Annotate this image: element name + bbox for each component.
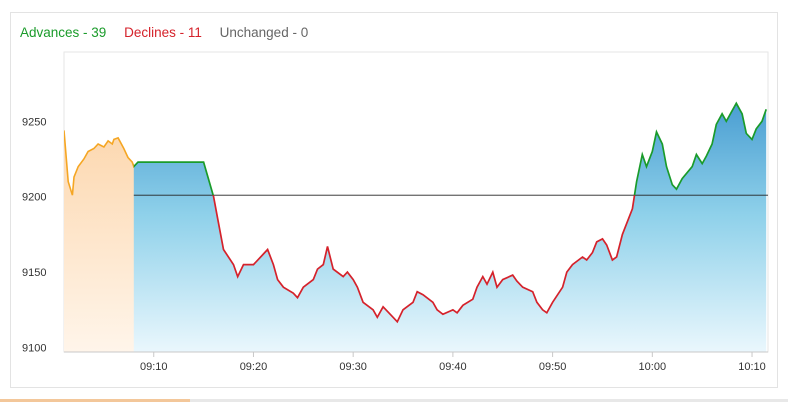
legend-unchanged: Unchanged - 0 xyxy=(219,25,309,40)
y-tick-label: 9250 xyxy=(22,116,46,128)
series-line-above xyxy=(133,101,768,196)
y-tick-label: 9200 xyxy=(22,192,46,204)
x-tick-label: 09:30 xyxy=(339,361,367,373)
x-tick-label: 09:10 xyxy=(140,361,168,373)
bottom-scroll-thumb xyxy=(0,399,190,402)
chart-legend: Advances - 39 Declines - 11 Unchanged - … xyxy=(20,25,322,40)
x-tick-label: 10:00 xyxy=(639,361,667,373)
series-line-below xyxy=(212,195,636,324)
y-tick-label: 9100 xyxy=(22,342,46,354)
session-area xyxy=(133,103,767,352)
preopen-area xyxy=(64,130,135,352)
x-tick-label: 09:40 xyxy=(439,361,467,373)
x-tick-label: 09:50 xyxy=(539,361,567,373)
x-tick-label: 10:10 xyxy=(738,361,766,373)
legend-advances: Advances - 39 xyxy=(20,25,107,40)
legend-declines: Declines - 11 xyxy=(124,25,202,40)
bottom-scroll-track xyxy=(0,399,788,402)
x-tick-label: 09:20 xyxy=(240,361,268,373)
y-tick-label: 9150 xyxy=(22,267,46,279)
